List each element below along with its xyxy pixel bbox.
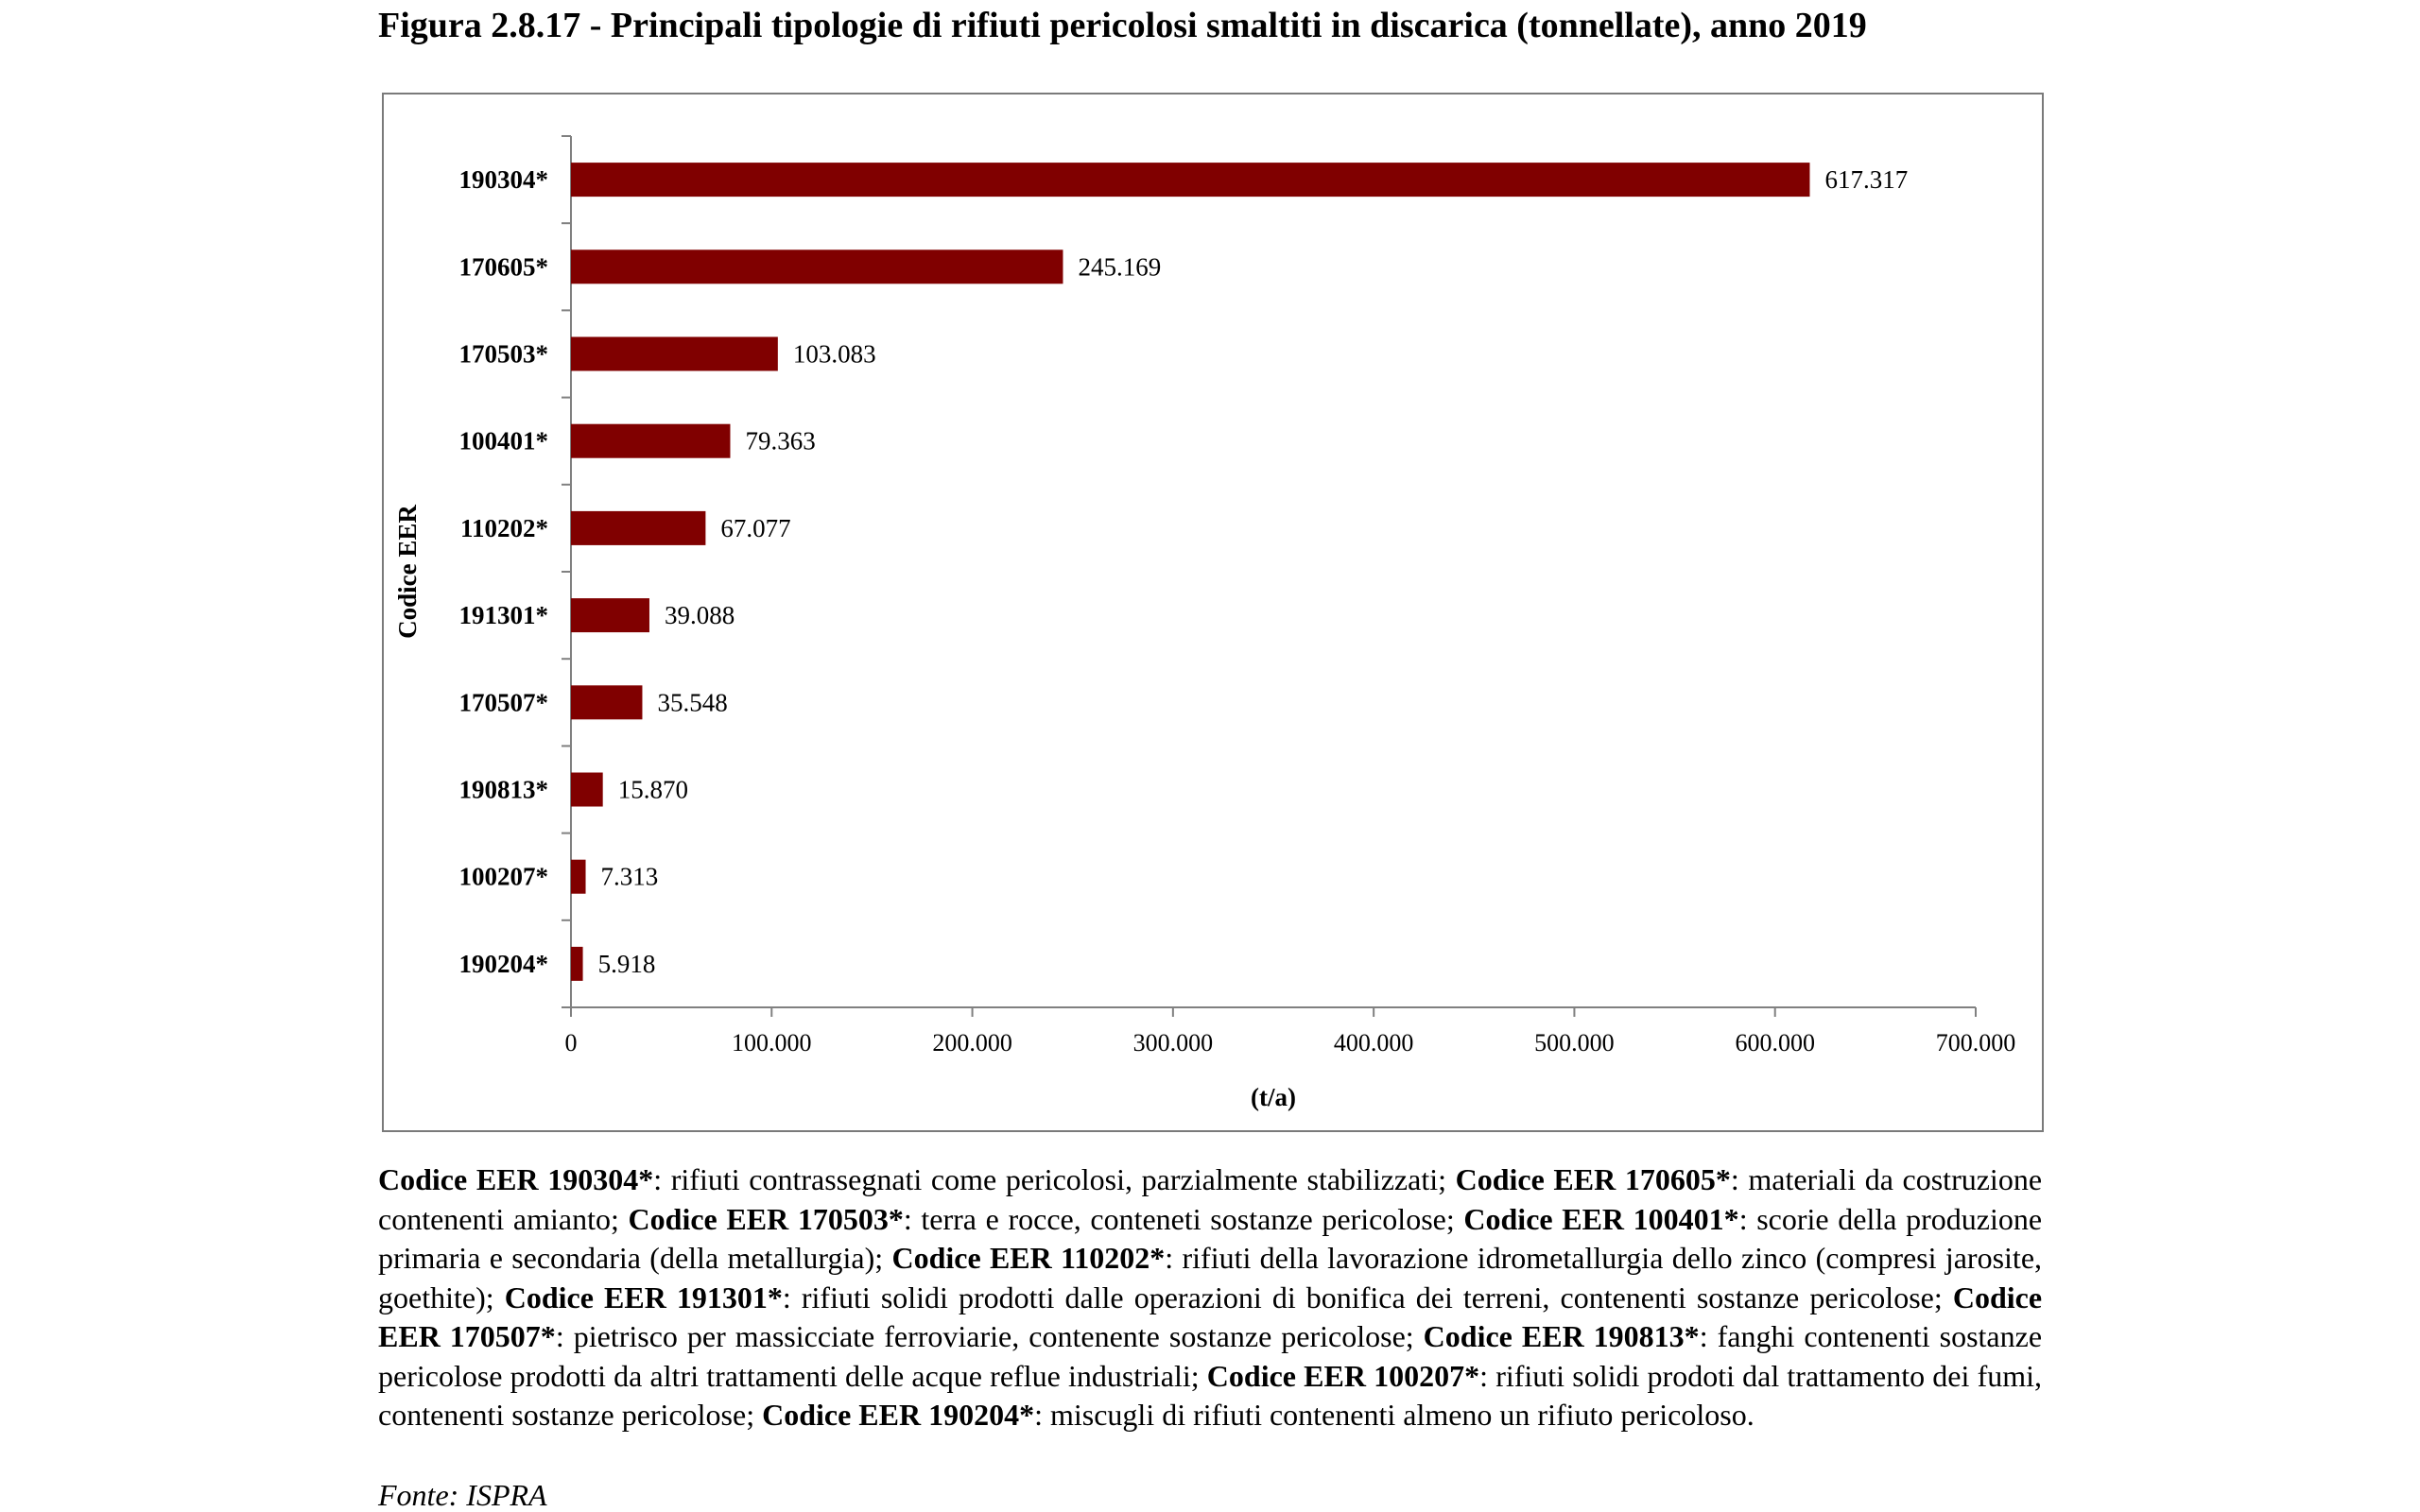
caption-description: : rifiuti contrassegnati come pericolosi…	[653, 1162, 1456, 1196]
x-tick-label: 200.000	[932, 1029, 1012, 1057]
x-tick-label: 300.000	[1133, 1029, 1214, 1057]
data-label: 35.548	[657, 688, 727, 716]
y-tick-label: 190304*	[459, 165, 549, 194]
caption-description: : miscugli di rifiuti contenenti almeno …	[1034, 1398, 1754, 1432]
caption-description: : terra e rocce, conteneti sostanze peri…	[903, 1201, 1464, 1236]
bar	[571, 249, 1063, 284]
y-tick-label: 191301*	[459, 601, 549, 629]
caption-code: Codice EER 190304*	[378, 1162, 654, 1196]
x-tick-label: 100.000	[732, 1029, 812, 1057]
y-tick-label: 170503*	[459, 340, 549, 369]
data-label: 5.918	[598, 950, 656, 978]
data-label: 79.363	[745, 427, 815, 455]
bar	[571, 423, 731, 458]
y-tick-label: 100207*	[459, 863, 549, 891]
caption-code: Codice EER 170503*	[628, 1201, 904, 1236]
y-tick-label: 190204*	[459, 950, 549, 978]
bar	[571, 772, 603, 807]
data-label: 15.870	[618, 776, 688, 804]
caption-code: Codice EER 100401*	[1463, 1201, 1739, 1236]
caption-code: Codice EER 110202*	[891, 1241, 1166, 1275]
y-tick-label: 100401*	[459, 427, 549, 455]
data-label: 39.088	[665, 601, 735, 629]
caption-code: Codice EER 190813*	[1423, 1319, 1700, 1353]
caption-code: Codice EER 170605*	[1455, 1162, 1731, 1196]
x-tick-label: 0	[565, 1029, 578, 1057]
bar	[571, 946, 583, 981]
caption-code: Codice EER 100207*	[1206, 1358, 1480, 1393]
bar	[571, 859, 586, 894]
figure-title: Figura 2.8.17 - Principali tipologie di …	[378, 6, 1867, 45]
caption-code: Codice EER 170507*	[378, 1280, 2043, 1354]
bar	[571, 336, 778, 371]
caption-description: : materiali da costruzione contenenti am…	[378, 1162, 2043, 1236]
caption-code: Codice EER 191301*	[504, 1280, 783, 1314]
y-axis-title: Codice EER	[393, 505, 422, 639]
y-tick-label: 170507*	[459, 688, 549, 716]
caption-description: : rifiuti solidi prodotti dalle operazio…	[782, 1280, 1953, 1314]
data-label: 67.077	[720, 514, 790, 542]
bar	[571, 163, 1810, 198]
caption-description: : rifiuti solidi prodoti dal trattamento…	[378, 1358, 2042, 1433]
y-tick-label: 110202*	[460, 514, 548, 542]
y-tick-label: 190813*	[459, 776, 549, 804]
data-label: 7.313	[601, 863, 659, 891]
caption-description: : rifiuti della lavorazione idrometallur…	[378, 1241, 2043, 1314]
x-tick-label: 700.000	[1936, 1029, 2016, 1057]
x-tick-label: 400.000	[1334, 1029, 1414, 1057]
x-tick-label: 600.000	[1735, 1029, 1815, 1057]
source-note: Fonte: ISPRA	[378, 1478, 547, 1512]
bar	[571, 510, 706, 545]
bar-chart: 0 100.000 200.000 300.000 400.000 500.000 600.…	[393, 135, 2016, 1111]
caption-description: : fanghi contenenti sostanze pericolose …	[378, 1319, 2043, 1393]
bar	[571, 598, 649, 633]
caption-description: : pietrisco per massicciate ferroviarie,…	[555, 1319, 1424, 1353]
figure-caption: Codice EER 190304*: rifiuti contrassegna…	[378, 1160, 2042, 1435]
y-tick-label: 170605*	[459, 252, 549, 281]
x-tick-label: 500.000	[1534, 1029, 1615, 1057]
data-label: 245.169	[1078, 252, 1161, 281]
data-label: 617.317	[1824, 165, 1908, 194]
data-label: 103.083	[793, 340, 876, 369]
x-axis-title: (t/a)	[1251, 1083, 1296, 1111]
caption-code: Codice EER 190204*	[762, 1398, 1035, 1432]
caption-description: : scorie della produzione primaria e sec…	[378, 1201, 2043, 1276]
bar	[571, 685, 643, 720]
